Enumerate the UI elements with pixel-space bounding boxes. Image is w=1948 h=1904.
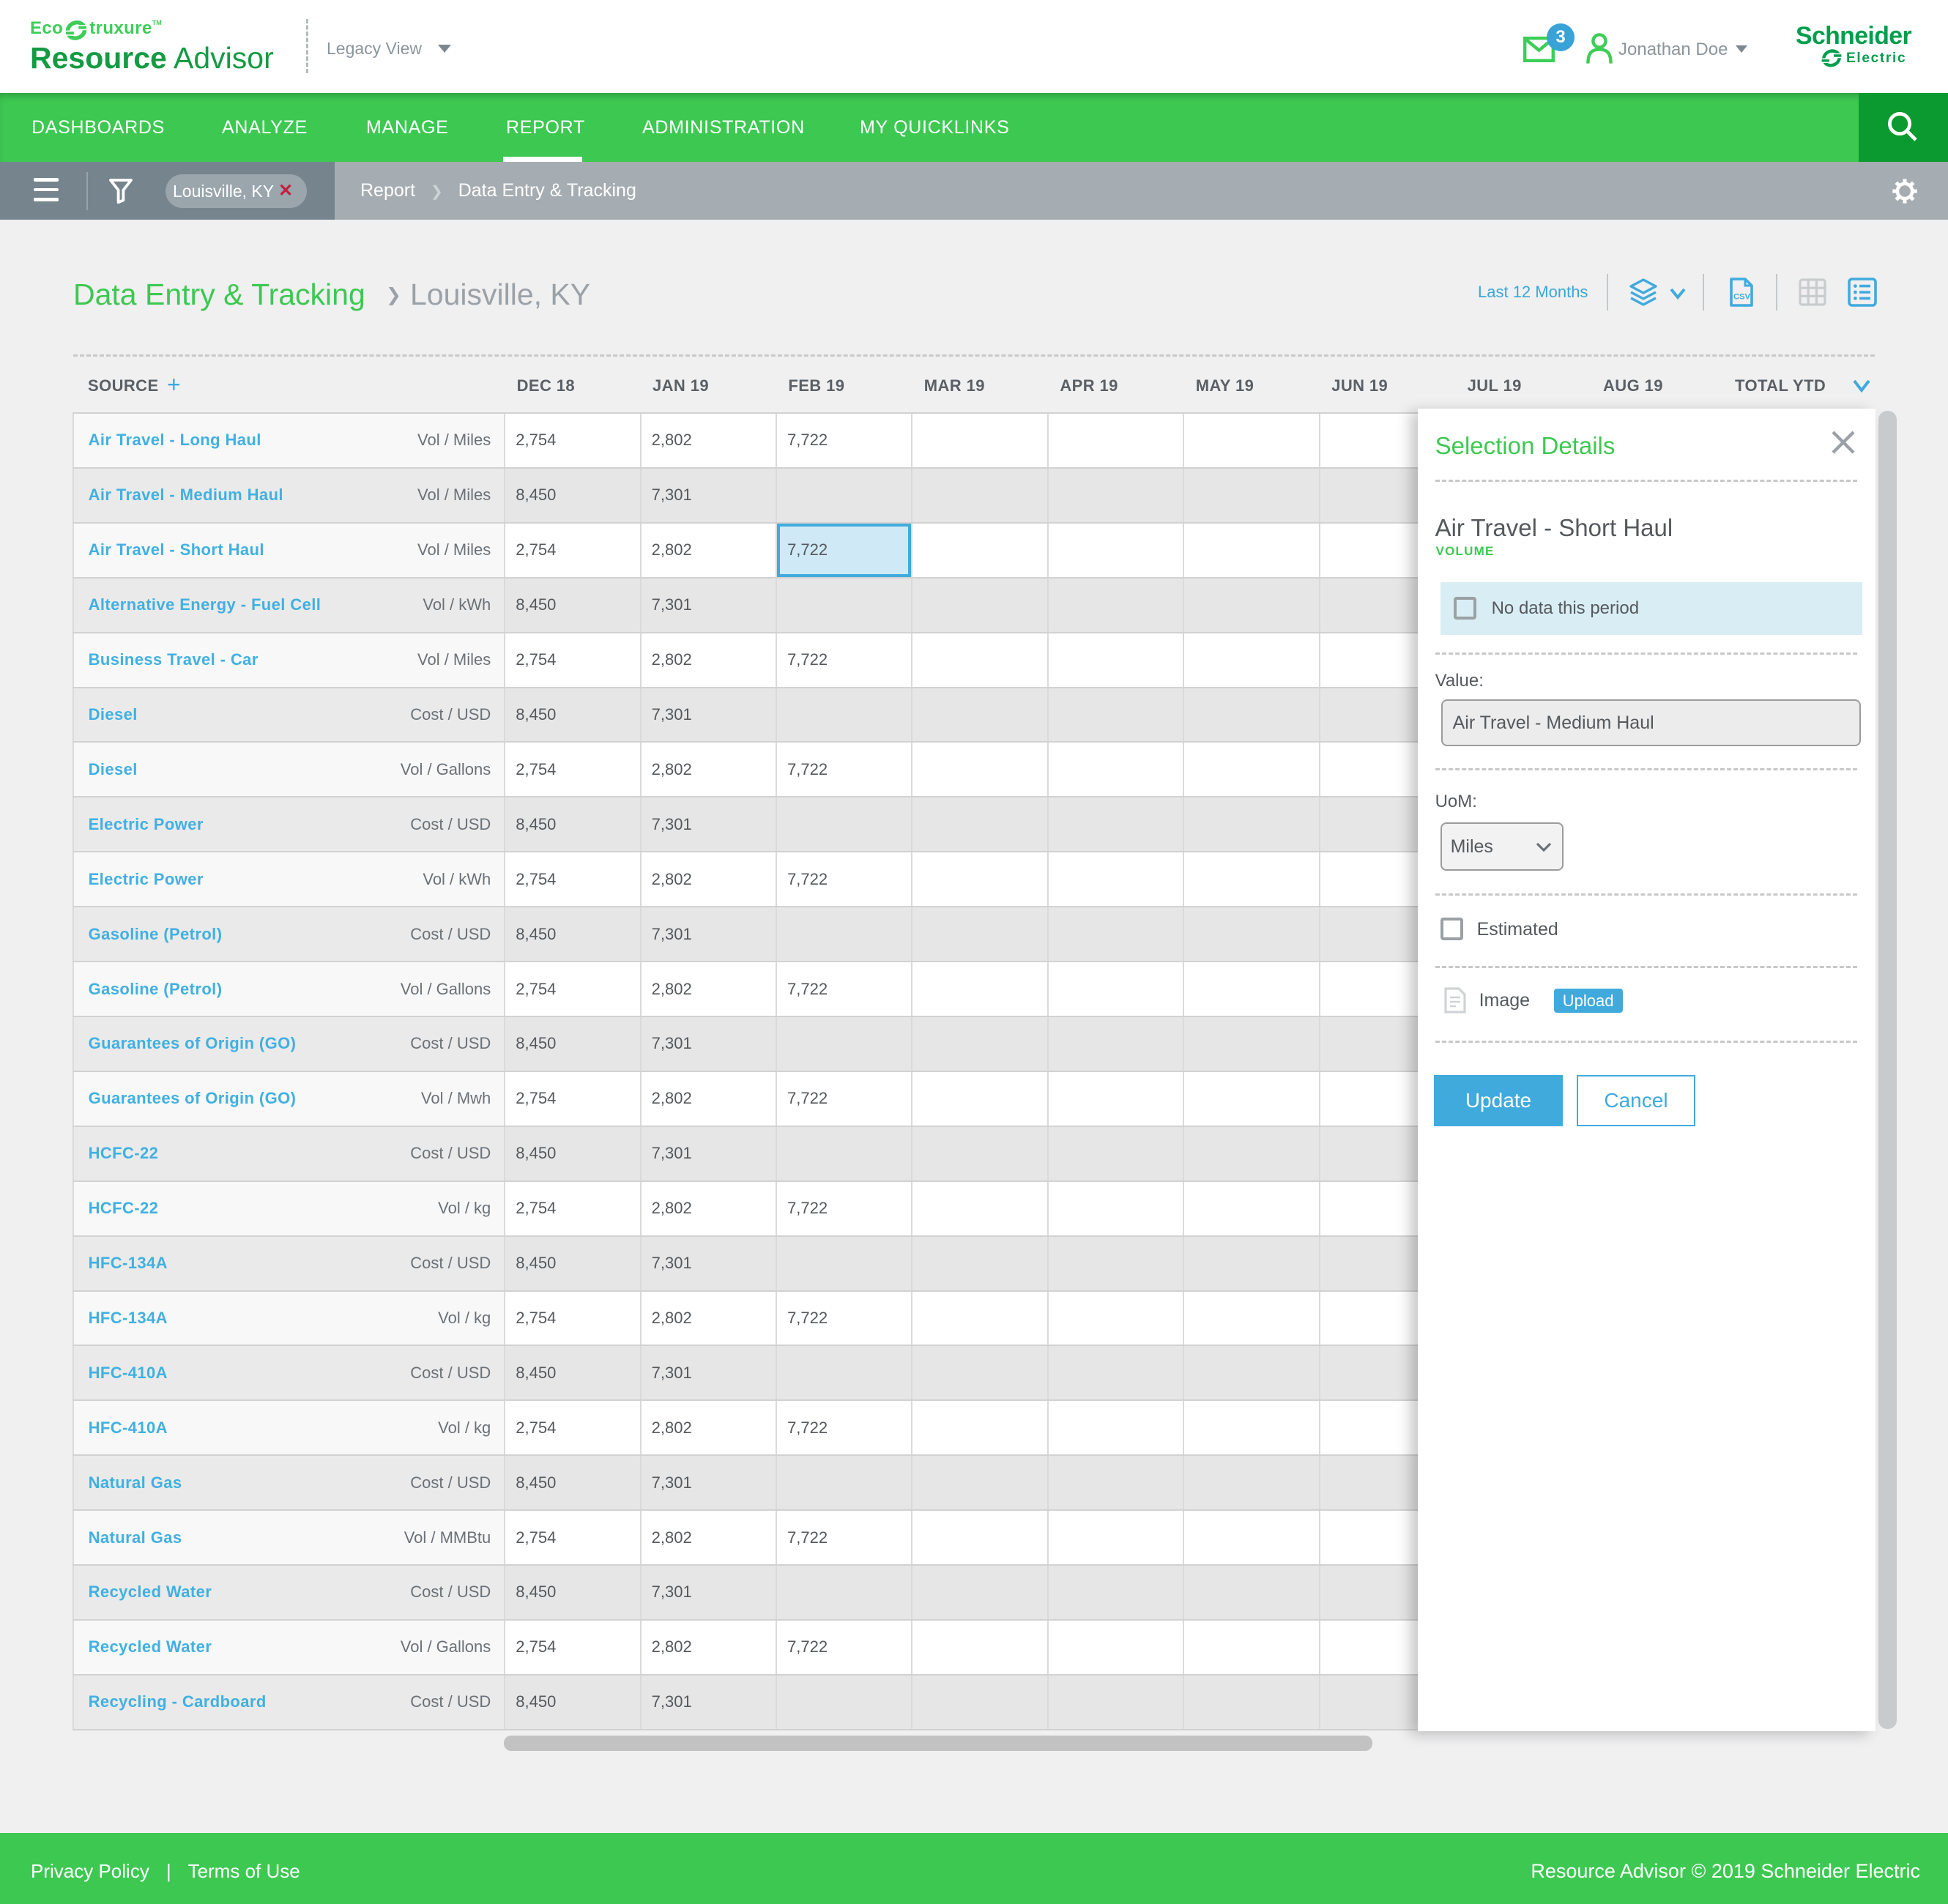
svg-text:CSV: CSV — [1733, 293, 1751, 302]
